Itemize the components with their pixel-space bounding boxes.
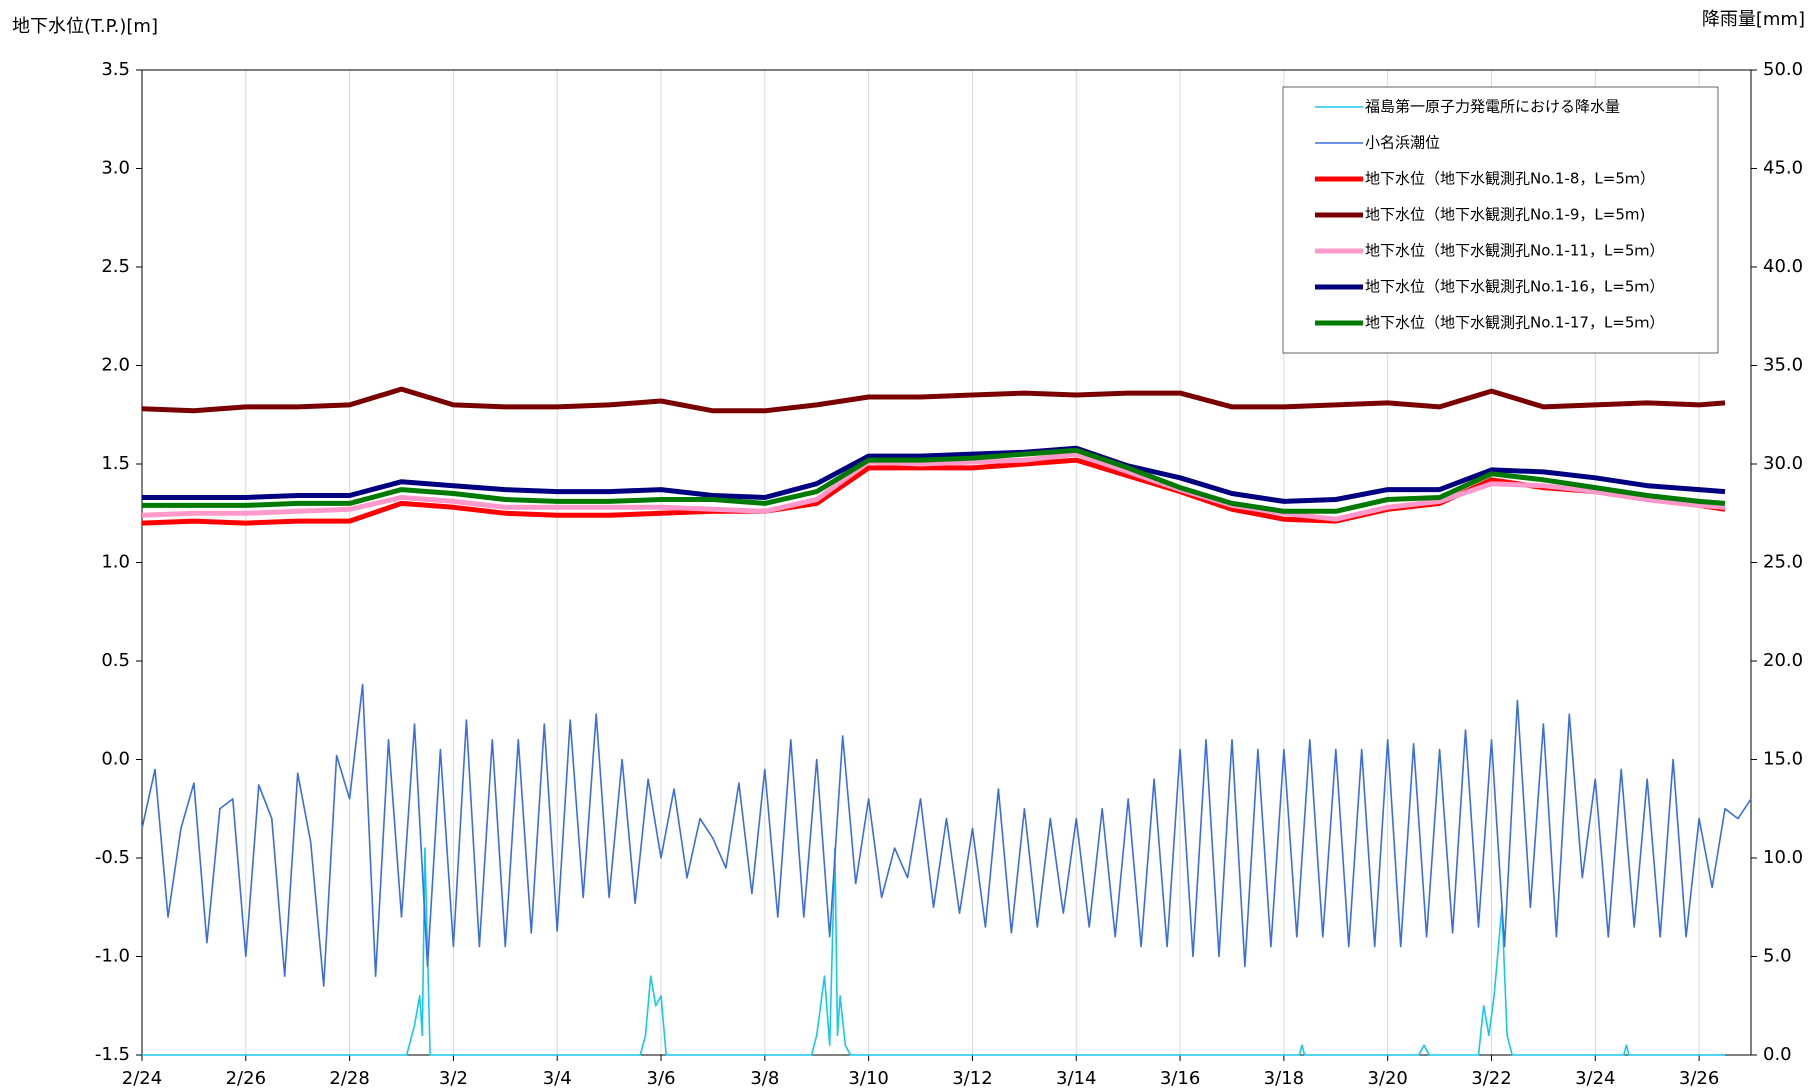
y-tick-label: -1.5 xyxy=(95,1044,130,1065)
y2-tick-label: 35.0 xyxy=(1763,355,1803,376)
legend-label: 福島第一原子力発電所における降水量 xyxy=(1365,98,1620,116)
legend-label: 地下水位（地下水観測孔No.1-8，L=5ｍ） xyxy=(1365,170,1655,188)
y2-tick-label: 15.0 xyxy=(1763,749,1803,770)
x-tick-label: 3/24 xyxy=(1575,1068,1615,1089)
x-tick-label: 3/10 xyxy=(848,1068,888,1089)
y2-tick-label: 5.0 xyxy=(1763,946,1792,967)
legend-label: 地下水位（地下水観測孔No.1-16，L=5ｍ） xyxy=(1365,278,1664,296)
x-tick-label: 3/16 xyxy=(1160,1068,1200,1089)
series-line xyxy=(142,447,1726,514)
x-tick-label: 3/12 xyxy=(952,1068,992,1089)
x-tick-label: 2/28 xyxy=(329,1068,369,1089)
legend-label: 地下水位（地下水観測孔No.1-17，L=5ｍ） xyxy=(1365,314,1664,332)
legend-label: 地下水位（地下水観測孔No.1-9，L=5m) xyxy=(1365,206,1645,224)
x-tick-label: 3/8 xyxy=(750,1068,779,1089)
x-tick-label: 3/22 xyxy=(1471,1068,1511,1089)
series-line xyxy=(141,457,1726,526)
y-axis-title: 地下水位(T.P.)[m] xyxy=(12,16,158,37)
y2-tick-label: 0.0 xyxy=(1763,1044,1792,1065)
y2-tick-label: 10.0 xyxy=(1763,847,1803,868)
y2-axis-title: 降雨量[mm] xyxy=(1702,9,1805,30)
x-tick-label: 3/4 xyxy=(543,1068,572,1089)
y-tick-label: -1.0 xyxy=(95,946,130,967)
y2-tick-label: 50.0 xyxy=(1763,59,1803,80)
y-tick-label: 0.0 xyxy=(101,749,130,770)
series-line xyxy=(141,451,1726,522)
y2-tick-label: 40.0 xyxy=(1763,256,1803,277)
y-tick-label: 0.5 xyxy=(101,650,130,671)
x-tick-label: 3/2 xyxy=(439,1068,468,1089)
y2-tick-label: 30.0 xyxy=(1763,453,1803,474)
y-tick-label: 3.5 xyxy=(101,59,130,80)
legend-label: 小名浜潮位 xyxy=(1365,134,1440,152)
y-tick-label: 1.5 xyxy=(101,453,130,474)
x-tick-label: 2/26 xyxy=(226,1068,266,1089)
x-tick-label: 3/20 xyxy=(1367,1068,1407,1089)
legend-box xyxy=(1282,86,1719,354)
y2-tick-label: 45.0 xyxy=(1763,158,1803,179)
x-tick-label: 3/18 xyxy=(1264,1068,1304,1089)
x-tick-label: 3/26 xyxy=(1679,1068,1719,1089)
y-tick-label: 2.5 xyxy=(101,256,130,277)
y-tick-label: 3.0 xyxy=(101,158,130,179)
y-tick-label: 1.0 xyxy=(101,552,130,573)
series-line xyxy=(142,847,1725,1056)
y-tick-label: -0.5 xyxy=(95,847,130,868)
legend-label: 地下水位（地下水観測孔No.1-11，L=5ｍ） xyxy=(1365,242,1664,260)
series-line xyxy=(141,683,1752,987)
x-tick-label: 3/14 xyxy=(1056,1068,1096,1089)
y2-tick-label: 25.0 xyxy=(1763,552,1803,573)
series-line xyxy=(141,386,1726,414)
y2-tick-label: 20.0 xyxy=(1763,650,1803,671)
y-tick-label: 2.0 xyxy=(101,355,130,376)
x-tick-label: 3/6 xyxy=(647,1068,676,1089)
series-line xyxy=(142,445,1726,504)
x-tick-label: 2/24 xyxy=(122,1068,162,1089)
